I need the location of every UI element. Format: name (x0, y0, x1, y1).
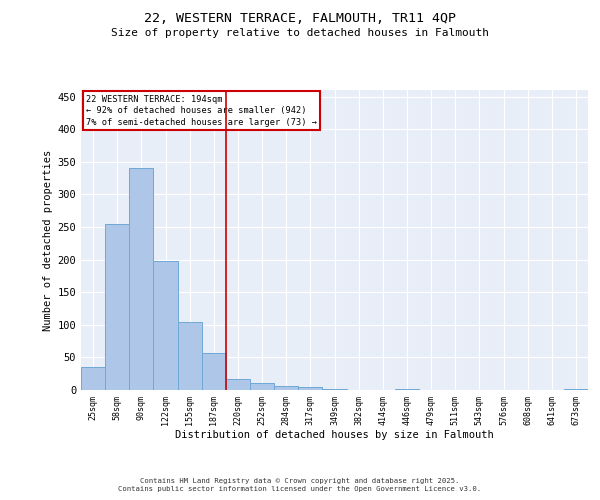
Text: 22, WESTERN TERRACE, FALMOUTH, TR11 4QP: 22, WESTERN TERRACE, FALMOUTH, TR11 4QP (144, 12, 456, 26)
X-axis label: Distribution of detached houses by size in Falmouth: Distribution of detached houses by size … (175, 430, 494, 440)
Y-axis label: Number of detached properties: Number of detached properties (43, 150, 53, 330)
Text: Contains HM Land Registry data © Crown copyright and database right 2025.
Contai: Contains HM Land Registry data © Crown c… (118, 478, 482, 492)
Bar (202, 353, 226, 390)
Bar (250, 384, 274, 390)
Bar (226, 379, 250, 390)
Bar (298, 388, 322, 390)
Bar (274, 386, 298, 390)
Bar (395, 388, 419, 390)
Text: Size of property relative to detached houses in Falmouth: Size of property relative to detached ho… (111, 28, 489, 38)
Bar (105, 224, 129, 390)
Bar (81, 367, 105, 390)
Bar (154, 261, 178, 390)
Bar (178, 322, 202, 390)
Bar (564, 388, 588, 390)
Bar (129, 168, 154, 390)
Text: 22 WESTERN TERRACE: 194sqm
← 92% of detached houses are smaller (942)
7% of semi: 22 WESTERN TERRACE: 194sqm ← 92% of deta… (86, 94, 317, 127)
